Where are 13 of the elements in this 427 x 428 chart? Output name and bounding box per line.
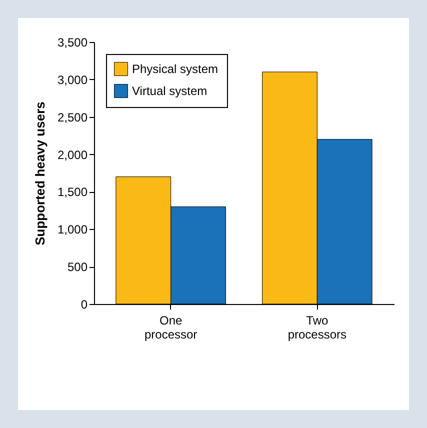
x-tick-label: One processor (144, 314, 198, 342)
y-tick-label: 3,000 (57, 72, 88, 87)
y-tick-label: 0 (80, 298, 88, 312)
y-tick-label: 2,000 (57, 148, 88, 162)
y-tick-label: 1,000 (57, 222, 88, 237)
legend-label: Virtual system (132, 84, 208, 98)
y-axis-title: Supported heavy users (32, 102, 48, 246)
y-tick-label: 1,500 (57, 185, 88, 200)
y-tick-label: 3,500 (57, 36, 88, 50)
y-tick-label: 500 (67, 260, 88, 274)
x-tick-label: Two processors (288, 314, 347, 342)
legend-label: Physical system (132, 62, 218, 76)
y-tick-label: 2,500 (57, 110, 88, 124)
